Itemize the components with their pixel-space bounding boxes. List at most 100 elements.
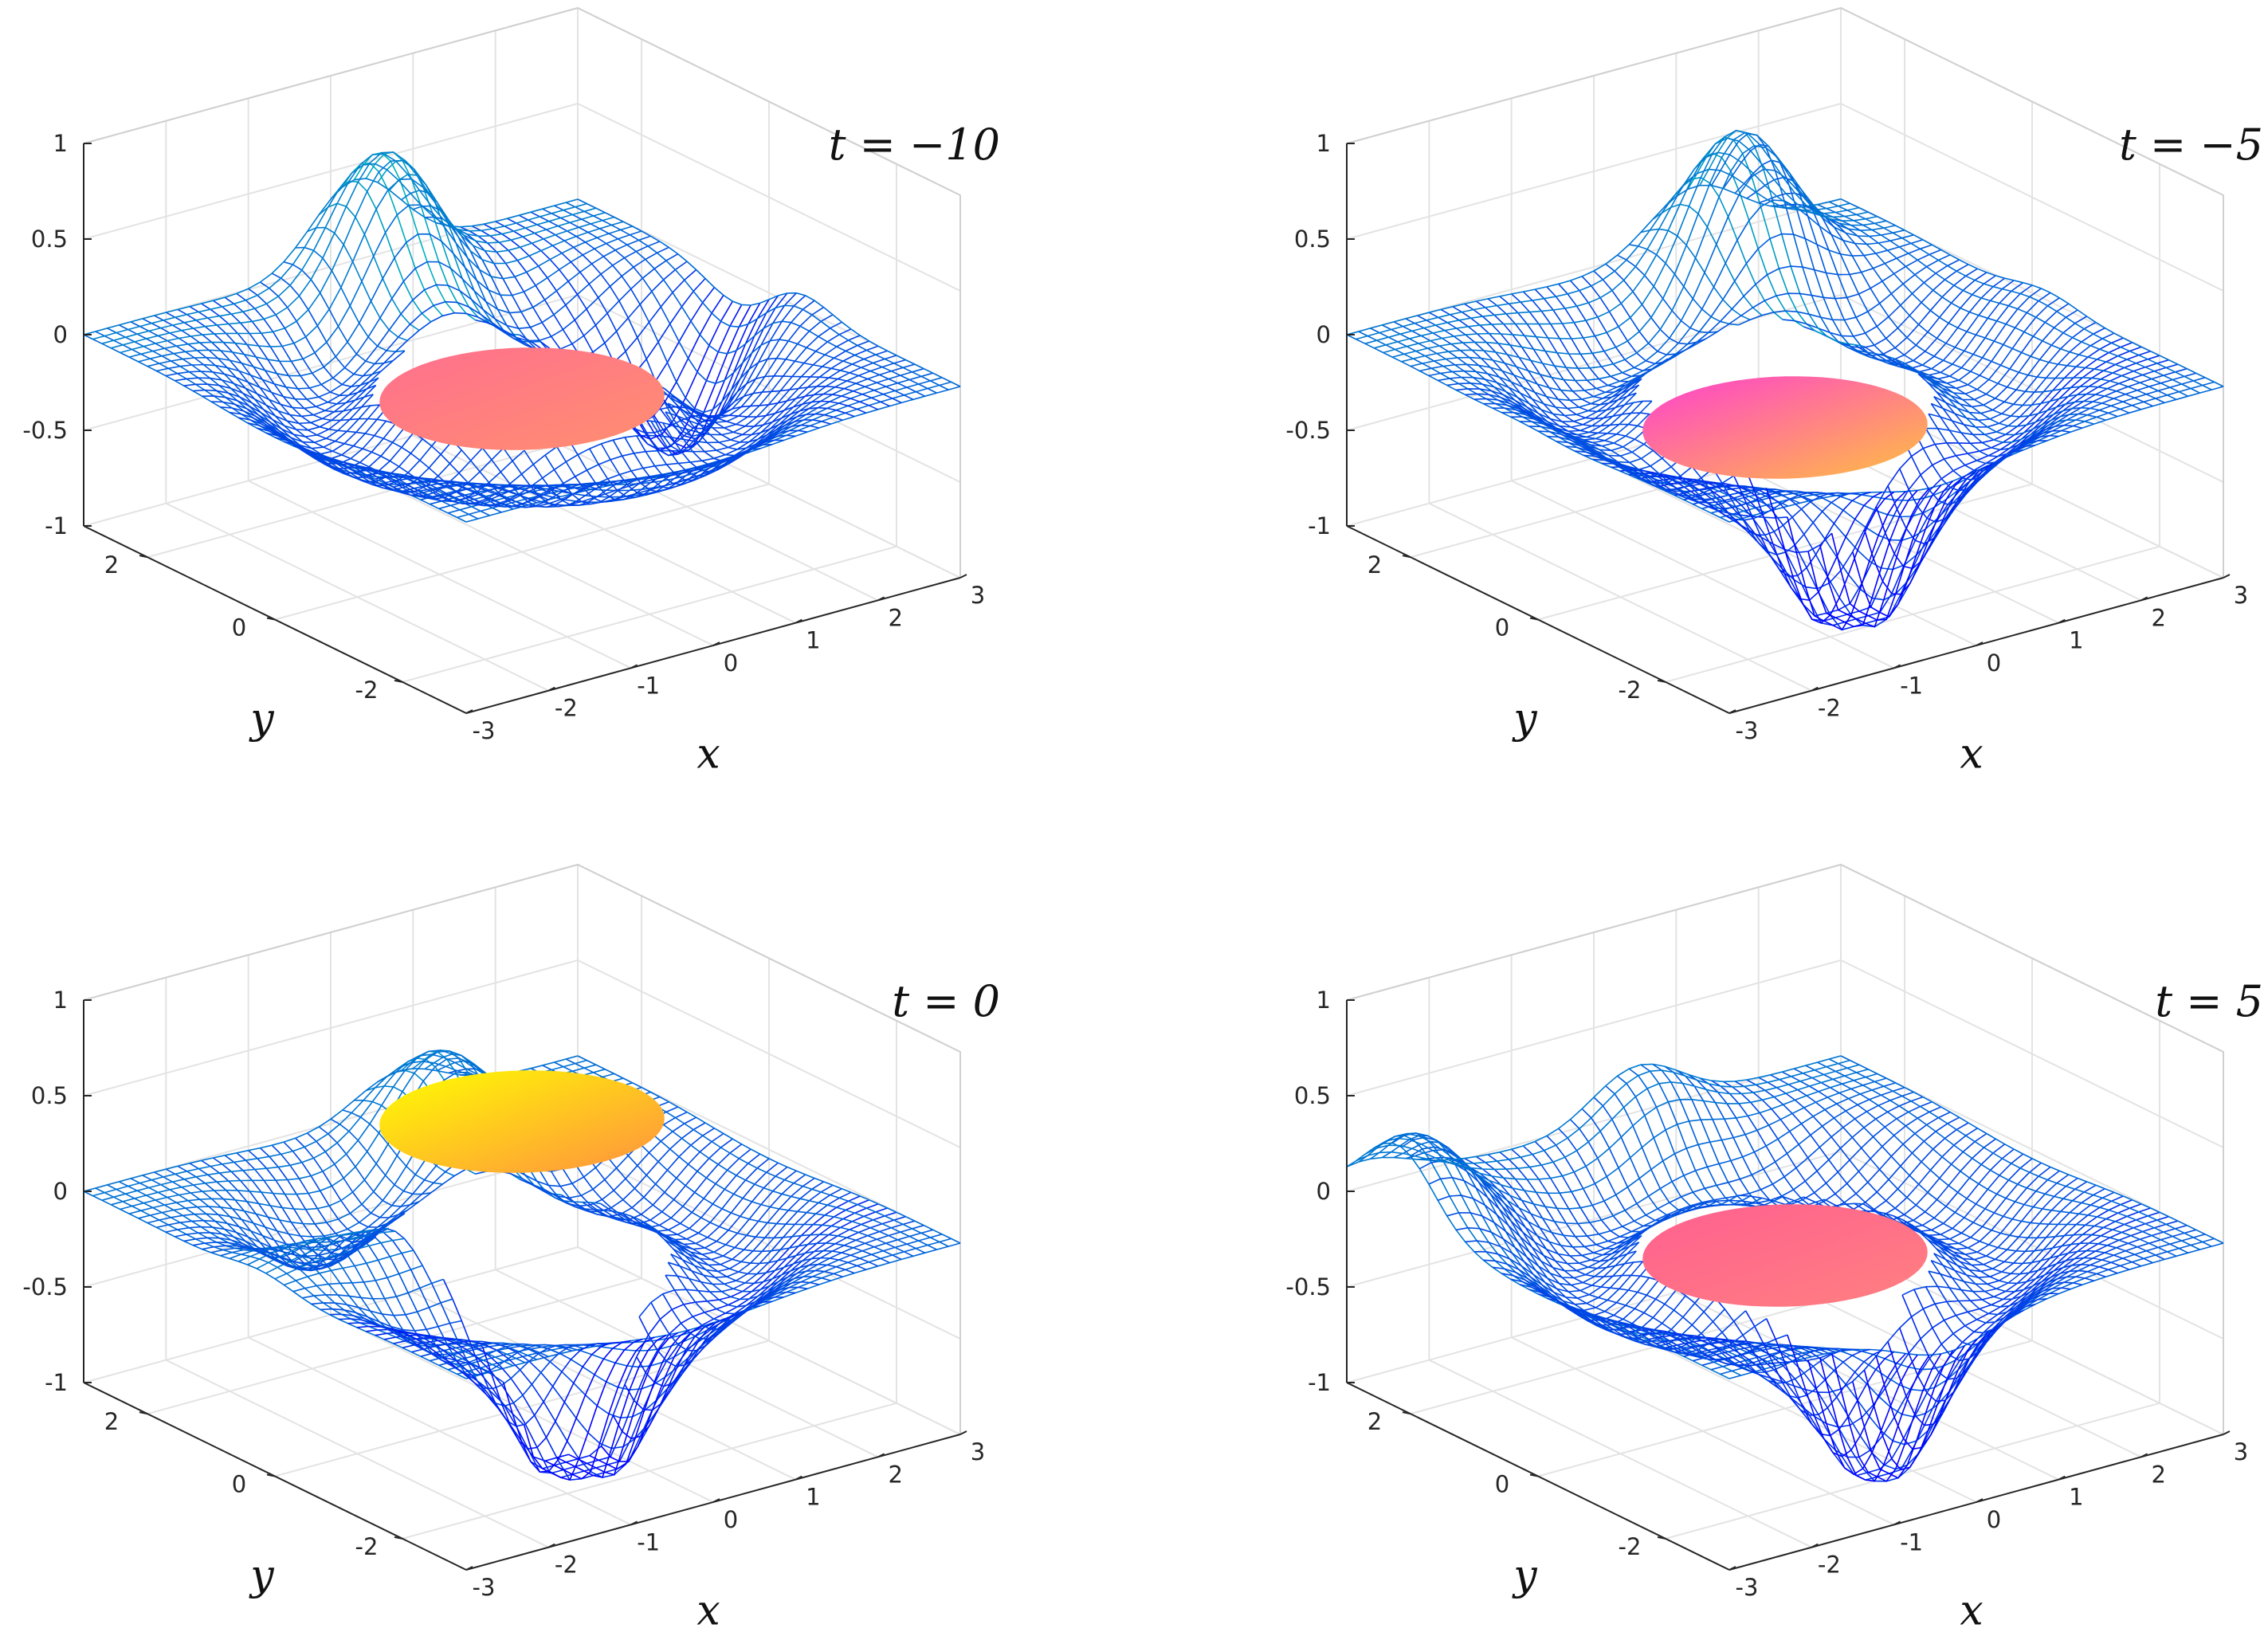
mesh-line [1830, 1353, 1942, 1482]
mesh-line [636, 1313, 737, 1387]
mesh-line [542, 208, 926, 397]
x-tick-label: -3 [1736, 1574, 1759, 1601]
x-tick-mark [547, 686, 555, 692]
mesh-line [667, 402, 796, 462]
mesh-line [1925, 1286, 2035, 1347]
y-tick-mark [1657, 679, 1666, 683]
mesh-line [229, 1238, 371, 1260]
x-tick-label: 2 [888, 604, 902, 631]
sidewall-gridline-z [1840, 294, 2224, 483]
x-tick-label: -2 [1818, 695, 1841, 722]
x-axis-label: x [696, 731, 720, 779]
floor-gridline-y [1665, 1402, 2160, 1540]
mesh-line [247, 405, 390, 460]
backwall-gridline-z [83, 1151, 579, 1288]
mesh-line [1383, 1073, 1878, 1195]
x-tick-mark [1976, 641, 1984, 646]
mesh-line [284, 432, 414, 479]
y-tick-mark [1402, 1411, 1411, 1415]
panel-title: t = −10 [829, 120, 1000, 170]
y-tick-label: 0 [1495, 1471, 1509, 1498]
mesh-line [1852, 1350, 1954, 1479]
mesh-line [292, 1265, 423, 1293]
mesh-line [1520, 414, 1650, 447]
z-tick-label: 1 [1316, 987, 1331, 1014]
mesh-line [1410, 168, 1905, 382]
x-tick-mark [1811, 686, 1819, 692]
mesh-line [565, 202, 949, 390]
floor-gridline-y [147, 1277, 642, 1415]
mesh-line [1783, 259, 1960, 337]
chart-panel-2: -3 -2 -1 0 1 2 3 -2 0 2 -1 -0.5 0 0.5 1 x y t = −5 [1285, 6, 2263, 779]
axes-grid [1346, 6, 2224, 714]
sidewall-gridline-z [577, 294, 961, 483]
sidewall-gridline-z [1840, 959, 2224, 1148]
mesh-line [1510, 1261, 1653, 1316]
backwall-gridline-z [83, 294, 579, 431]
mesh-line [1346, 184, 1842, 335]
mesh-line [1933, 1181, 2088, 1273]
x-tick-mark [795, 1475, 802, 1481]
x-tick-label: 0 [724, 1506, 738, 1533]
x-tick-label: 0 [1987, 1506, 2001, 1533]
mesh-line [259, 281, 379, 388]
mesh-line [1840, 198, 2224, 387]
mesh-line [212, 1157, 596, 1407]
mesh-line [650, 420, 761, 477]
mesh-line [1565, 1289, 1708, 1344]
mesh-line [1356, 168, 1850, 340]
mesh-line [465, 1242, 961, 1379]
mesh-line [193, 350, 406, 425]
z-tick-label: 0.5 [1294, 226, 1331, 253]
mesh-line [665, 1274, 784, 1331]
x-axis-label: x [696, 1587, 720, 1635]
z-tick-label: -1 [1308, 512, 1331, 539]
x-tick-label: 3 [2234, 1438, 2248, 1465]
box-back-edges [1346, 6, 2224, 578]
mesh-line [338, 1318, 504, 1383]
x-tick-mark [547, 1543, 555, 1548]
mesh-line [1901, 437, 2012, 505]
chart-panel-3: -3 -2 -1 0 1 2 3 -2 0 2 -1 -0.5 0 0.5 1 x y t = 0 [22, 863, 1000, 1635]
mesh-line [1781, 1071, 2165, 1261]
mesh-line [670, 397, 808, 457]
z-tick-label: 0.5 [31, 226, 68, 253]
mesh-line [1807, 1354, 1918, 1475]
mesh-line [1391, 131, 1887, 358]
x-tick-label: 3 [2234, 582, 2248, 609]
y-tick-mark [266, 1473, 276, 1477]
mesh-line [1863, 1345, 1965, 1471]
mesh-line [665, 1187, 842, 1285]
mesh-line [1528, 416, 1659, 452]
mesh-line [577, 1055, 961, 1244]
mesh-line [1499, 296, 1637, 406]
y-tick-label: 0 [232, 1471, 246, 1498]
mesh-line [1501, 1261, 1644, 1312]
y-tick-label: -2 [355, 677, 379, 704]
mesh-line [1499, 1151, 1637, 1262]
x-tick-mark [630, 664, 638, 669]
x-tick-label: 3 [971, 1438, 985, 1465]
chart-panel-1: -3 -2 -1 0 1 2 3 -2 0 2 -1 -0.5 0 0.5 1 x y t = −10 [22, 6, 1000, 779]
y-tick-label: 2 [1367, 1408, 1382, 1435]
x-tick-mark [630, 1520, 638, 1526]
mesh-line [524, 1338, 643, 1481]
mesh-line [524, 449, 643, 506]
mesh-line [1465, 1235, 1642, 1286]
panel-title: t = 5 [2155, 976, 2263, 1026]
mesh-line [1933, 316, 2088, 414]
z-tick-label: 0 [1316, 1178, 1331, 1205]
y-tick-mark [139, 1411, 148, 1415]
mesh-line [1483, 1250, 1637, 1299]
x-tick-label: 3 [971, 582, 985, 609]
x-tick-label: 2 [2151, 1461, 2165, 1488]
mesh-line [654, 383, 820, 450]
mesh-line [1383, 129, 1878, 354]
mesh-line [302, 431, 445, 487]
x-tick-mark [2223, 1430, 2231, 1435]
x-tick-mark [2140, 1453, 2148, 1458]
mesh-line [1893, 1153, 2024, 1237]
z-tick-label: 1 [53, 130, 68, 157]
mesh-line [318, 202, 420, 332]
mesh-line [530, 211, 914, 414]
